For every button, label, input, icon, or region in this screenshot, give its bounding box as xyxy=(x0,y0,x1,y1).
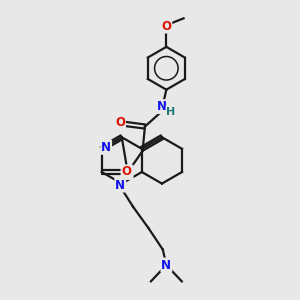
Text: N: N xyxy=(101,141,111,154)
Text: O: O xyxy=(122,166,132,178)
Text: O: O xyxy=(115,116,125,129)
Text: N: N xyxy=(115,178,125,192)
Text: N: N xyxy=(157,100,167,113)
Text: H: H xyxy=(167,107,176,117)
Text: O: O xyxy=(161,20,171,33)
Text: N: N xyxy=(161,259,171,272)
Text: S: S xyxy=(123,166,133,179)
